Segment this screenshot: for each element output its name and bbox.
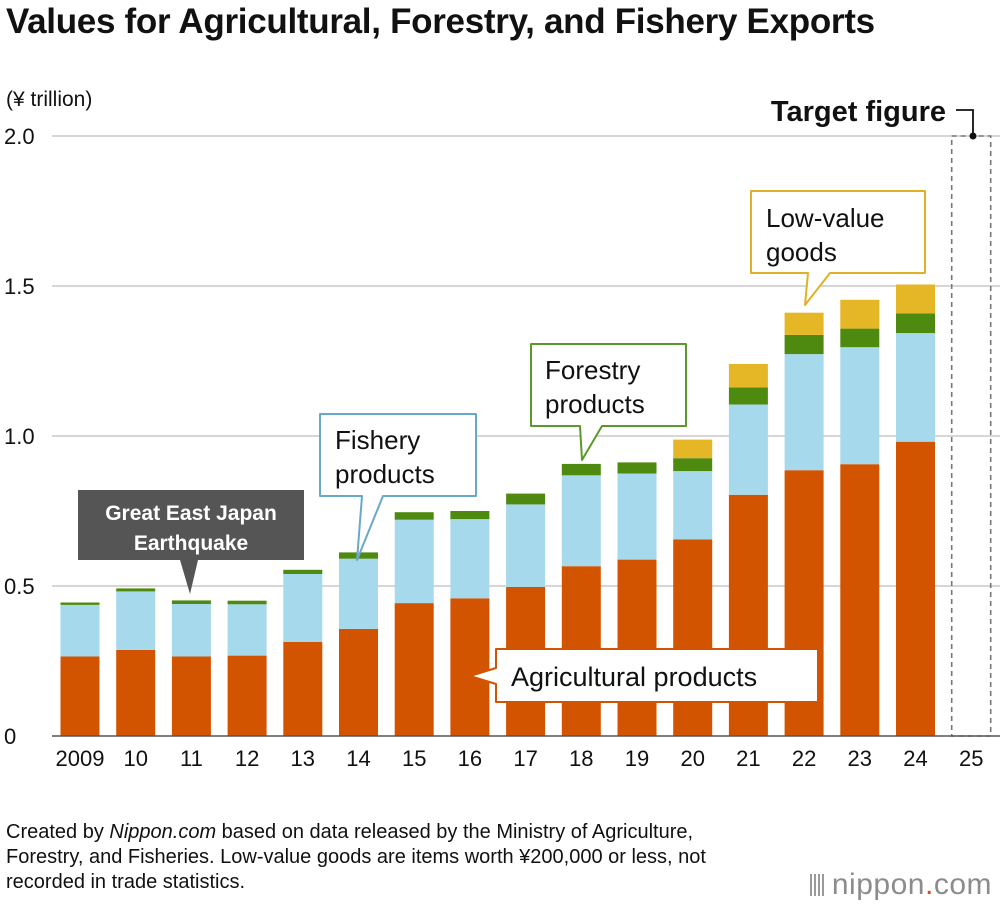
bar-segment <box>617 462 657 474</box>
y-tick-label: 1.0 <box>4 424 35 449</box>
bar-segment <box>896 441 935 736</box>
target-leader-dot <box>969 132 977 140</box>
bar-segment <box>728 364 768 388</box>
bar-segment <box>506 504 546 587</box>
bar-segment <box>840 464 880 736</box>
bar-segment <box>840 299 880 329</box>
bar-segment <box>561 463 601 476</box>
bar-segment <box>283 569 323 574</box>
earthquake-callout-box <box>78 490 304 594</box>
source-note: Created by Nippon.com based on data rele… <box>6 821 706 893</box>
nippon-logo: nippon.com <box>809 868 992 902</box>
annotations-layer: Great East Japan Earthquake Fishery product… <box>78 190 926 703</box>
bar-segment <box>283 641 323 736</box>
x-tick-label: 20 <box>680 746 704 771</box>
fishery-label: Fishery <box>335 425 420 455</box>
bar-segment <box>450 519 490 599</box>
y-tick-label: 2.0 <box>4 124 35 149</box>
bar-segment <box>171 604 211 657</box>
fishery-callout-box <box>319 413 477 561</box>
x-tick-label: 24 <box>903 746 927 771</box>
bar-segment <box>617 473 657 560</box>
fishery-label: products <box>335 459 435 489</box>
bar-segment <box>673 539 713 736</box>
bar-segment <box>673 458 713 472</box>
source-name: Nippon.com <box>109 821 217 843</box>
bar-segment <box>840 347 880 465</box>
lowvalue-label: Low-value <box>766 203 885 233</box>
bar-segment <box>784 334 824 355</box>
x-tick-label: 25 <box>959 746 983 771</box>
x-tick-label: 19 <box>625 746 649 771</box>
lowvalue-callout-box <box>750 190 926 306</box>
bar-segment <box>784 354 824 471</box>
bar-segment <box>227 600 267 605</box>
x-tick-label: 12 <box>235 746 259 771</box>
bar-segment <box>561 475 601 567</box>
bar-segment <box>617 559 657 736</box>
lowvalue-label: goods <box>766 237 837 267</box>
y-tick-label: 0 <box>4 724 16 749</box>
bar-segment <box>673 471 713 540</box>
earthquake-label: Earthquake <box>134 532 248 555</box>
x-tick-label: 22 <box>792 746 816 771</box>
chart-title: Values for Agricultural, Forestry, and F… <box>6 2 875 41</box>
forestry-callout-box <box>530 343 687 461</box>
earthquake-label: Great East Japan <box>105 502 277 525</box>
chart: Target figure Great East Japan Earthquake… <box>4 88 1000 771</box>
y-tick-label: 1.5 <box>4 274 35 299</box>
x-tick-label: 15 <box>402 746 426 771</box>
x-tick-label: 17 <box>513 746 537 771</box>
bar-segment <box>283 574 323 642</box>
bar-segment <box>60 604 100 657</box>
logo-bars-icon <box>809 874 826 896</box>
bar-segment <box>116 591 156 650</box>
target-figure-label: Target figure <box>771 96 946 128</box>
x-tick-label: 16 <box>458 746 482 771</box>
axis-layer: (¥ trillion) 0 0.5 1.0 1.5 2.0 2009 10 11 12 13 14 1… <box>4 88 1000 771</box>
agricultural-label: Agricultural products <box>511 662 757 692</box>
x-tick-label: 14 <box>346 746 370 771</box>
agricultural-callout-box <box>469 648 819 703</box>
bar-segment <box>394 512 434 520</box>
bar-segment <box>673 439 713 459</box>
x-tick-label: 21 <box>736 746 760 771</box>
bar-segment <box>784 312 824 335</box>
bar-segment <box>60 602 100 605</box>
bar-segment <box>116 588 156 592</box>
x-tick-label: 11 <box>180 746 203 771</box>
x-tick-label: 2009 <box>56 746 105 771</box>
bar-segment <box>896 284 935 314</box>
bar-segment <box>728 404 768 495</box>
bar-segment <box>171 600 211 604</box>
bar-segment <box>506 493 546 505</box>
bar-segment <box>394 603 434 736</box>
x-tick-label: 13 <box>291 746 315 771</box>
bar-segment <box>339 558 378 629</box>
bar-segment <box>896 313 935 334</box>
bar-segment <box>116 649 156 736</box>
bar-segment <box>728 387 768 405</box>
x-tick-label: 10 <box>123 746 147 771</box>
bar-segment <box>227 604 267 656</box>
bar-segment <box>60 656 100 736</box>
target-leader-line <box>956 109 974 136</box>
y-unit-label: (¥ trillion) <box>6 88 92 111</box>
bar-segment <box>339 628 378 736</box>
bar-segment <box>840 328 880 348</box>
x-tick-label: 18 <box>569 746 593 771</box>
forestry-label: Forestry <box>545 355 640 385</box>
bar-segment <box>394 519 434 604</box>
bar-segment <box>450 511 490 520</box>
bar-segment <box>171 656 211 736</box>
bar-segment <box>896 333 935 442</box>
forestry-label: products <box>545 389 645 419</box>
bar-segment <box>450 598 490 736</box>
bar-segment <box>227 655 267 736</box>
y-tick-label: 0.5 <box>4 574 35 599</box>
x-tick-label: 23 <box>848 746 872 771</box>
